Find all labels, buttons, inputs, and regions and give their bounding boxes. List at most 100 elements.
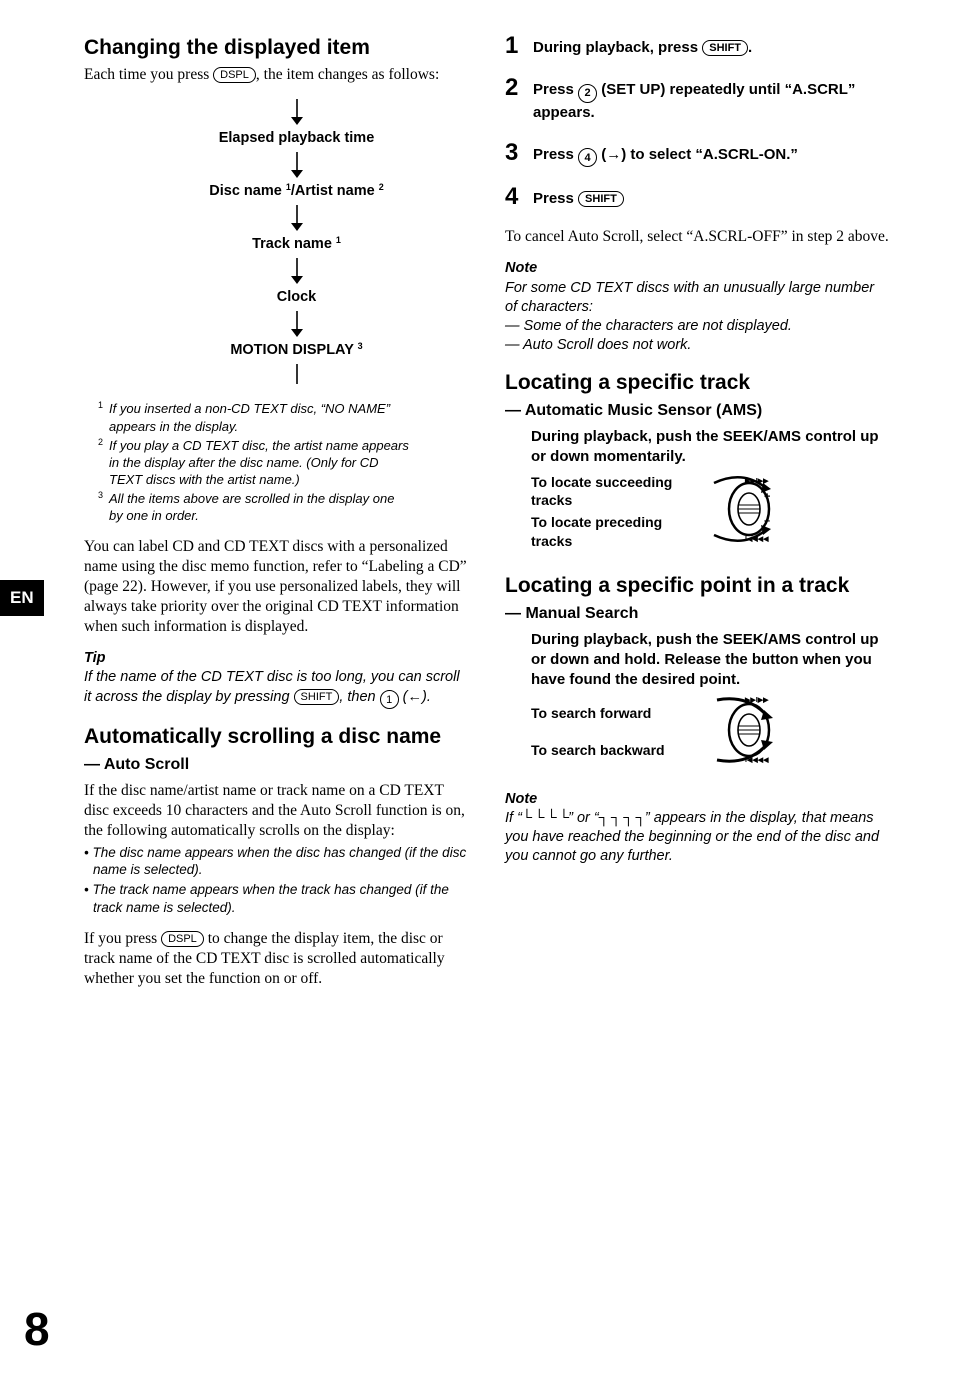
note-body: For some CD TEXT discs with an unusually… [505, 279, 890, 356]
flow-node: MOTION DISPLAY 3 [230, 341, 362, 360]
glyph-r: ┐ ┐ ┐ ┐ [599, 810, 645, 826]
bullet-item: • The disc name appears when the disc ha… [84, 844, 469, 880]
bullet-item: • The track name appears when the track … [84, 881, 469, 917]
cancel-auto-scroll: To cancel Auto Scroll, select “A.SCRL-OF… [505, 227, 890, 247]
auto-scroll-bullets: • The disc name appears when the disc ha… [84, 844, 469, 917]
seek-dial-icon: + – ▶▶I▶▶ I◀◀◀◀ [709, 475, 779, 543]
auto-scroll-p2: If you press DSPL to change the display … [84, 929, 469, 989]
tip-heading: Tip [84, 649, 469, 668]
svg-text:–: – [764, 515, 770, 527]
text: , the item changes as follows: [256, 66, 439, 83]
flow-node: Disc name 1/Artist name 2 [209, 182, 383, 201]
section-title-changing-item: Changing the displayed item [84, 34, 469, 62]
section-title-locating-track: Locating a specific track [505, 369, 890, 397]
text: — Some of the characters are not display… [505, 318, 792, 334]
step-item: 4 Press SHIFT [505, 185, 890, 209]
text: /Artist name [291, 183, 379, 199]
language-tab: EN [0, 580, 44, 616]
arrow-down-icon [290, 258, 304, 284]
text: (→) to select “A.SCRL-ON.” [597, 146, 798, 163]
ams-table: To locate succeeding tracks To locate pr… [531, 473, 890, 555]
key-2-icon: 2 [578, 84, 597, 103]
step-text: Press 2 (SET UP) repeatedly until “A.SCR… [533, 76, 890, 123]
footnote: 2If you play a CD TEXT disc, the artist … [98, 437, 411, 488]
flow-node: Clock [277, 288, 317, 307]
tip-body: If the name of the CD TEXT disc is too l… [84, 668, 469, 709]
ams-row-preceding: To locate preceding tracks [531, 513, 701, 550]
shift-button-label: SHIFT [578, 191, 624, 207]
svg-text:▶▶I▶▶: ▶▶I▶▶ [744, 478, 769, 485]
text: (←). [399, 689, 431, 705]
footnote-text: If you inserted a non-CD TEXT disc, “NO … [109, 400, 411, 434]
step-number: 3 [505, 141, 523, 165]
text: ” or “ [568, 810, 599, 826]
arrow-down-icon [290, 205, 304, 231]
changing-item-intro: Each time you press DSPL, the item chang… [84, 65, 469, 85]
dspl-button-label: DSPL [213, 67, 256, 83]
label-cd-paragraph: You can label CD and CD TEXT discs with … [84, 537, 469, 638]
sup: 3 [358, 341, 363, 351]
ams-instruction: During playback, push the SEEK/AMS contr… [531, 427, 890, 467]
sup: 1 [336, 235, 341, 245]
ams-row-succeeding: To locate succeeding tracks [531, 473, 701, 510]
key-4-icon: 4 [578, 148, 597, 167]
svg-text:+: + [764, 491, 770, 503]
auto-scroll-p1: If the disc name/artist name or track na… [84, 781, 469, 841]
text: Press [533, 81, 578, 98]
step-text: Press SHIFT [533, 185, 624, 209]
text: Disc name [209, 183, 286, 199]
text: If you press [84, 930, 161, 947]
step-text: During playback, press SHIFT. [533, 34, 752, 58]
svg-text:I◀◀◀◀: I◀◀◀◀ [745, 536, 769, 543]
footnote: 1If you inserted a non-CD TEXT disc, “NO… [98, 400, 411, 434]
page: EN 8 Changing the displayed item Each ti… [0, 0, 954, 1382]
text: — Auto Scroll does not work. [505, 337, 691, 353]
arrow-down-icon [290, 152, 304, 178]
search-row-backward: To search backward [531, 741, 701, 759]
step-number: 4 [505, 185, 523, 209]
auto-scroll-steps: 1During playback, press SHIFT. 2Press 2 … [505, 34, 890, 209]
page-number: 8 [24, 1302, 50, 1356]
sup: 2 [379, 182, 384, 192]
manual-search-table: To search forward To search backward +– … [531, 696, 890, 772]
step-text: Press 4 (→) to select “A.SCRL-ON.” [533, 141, 798, 168]
step-number: 2 [505, 76, 523, 100]
display-flow-diagram: Elapsed playback time Disc name 1/Artist… [84, 99, 469, 385]
svg-text:+: + [764, 712, 770, 724]
note-body: If “└ └ └ └” or “┐ ┐ ┐ ┐” appears in the… [505, 809, 890, 866]
text: During playback, press [533, 39, 702, 56]
svg-text:▶▶I▶▶: ▶▶I▶▶ [744, 697, 769, 704]
text: Press [533, 146, 578, 163]
manual-search-instruction: During playback, push the SEEK/AMS contr… [531, 630, 890, 689]
section-subtitle-ams: — Automatic Music Sensor (AMS) [505, 400, 890, 421]
section-subtitle-manual-search: — Manual Search [505, 603, 890, 624]
step-item: 3 Press 4 (→) to select “A.SCRL-ON.” [505, 141, 890, 168]
key-1-icon: 1 [380, 690, 399, 709]
step-number: 1 [505, 34, 523, 58]
section-title-locating-point: Locating a specific point in a track [505, 572, 890, 600]
arrow-down-icon [290, 99, 304, 125]
section-subtitle-auto-scroll: — Auto Scroll [84, 754, 469, 775]
shift-button-label: SHIFT [702, 40, 748, 56]
glyph-l: └ └ └ └ [522, 810, 568, 826]
flow-node: Elapsed playback time [219, 129, 375, 148]
line-down-icon [290, 364, 304, 384]
right-column: 1During playback, press SHIFT. 2Press 2 … [505, 34, 890, 1001]
footnote-text: All the items above are scrolled in the … [109, 490, 411, 524]
left-column: Changing the displayed item Each time yo… [84, 34, 469, 1001]
text: If “ [505, 810, 522, 826]
note-heading: Note [505, 259, 890, 278]
footnote-text: If you play a CD TEXT disc, the artist n… [109, 437, 411, 488]
text: Track name [252, 236, 336, 252]
seek-dial-icon: +– ▶▶I▶▶I◀◀◀◀ [709, 696, 779, 764]
text: For some CD TEXT discs with an unusually… [505, 280, 874, 315]
arrow-down-icon [290, 311, 304, 337]
text: . [748, 39, 752, 56]
step-item: 1 During playback, press SHIFT. [505, 34, 890, 58]
text: Each time you press [84, 66, 213, 83]
note-heading: Note [505, 790, 890, 809]
footnote: 3All the items above are scrolled in the… [98, 490, 411, 524]
step-item: 2Press 2 (SET UP) repeatedly until “A.SC… [505, 76, 890, 123]
search-row-forward: To search forward [531, 704, 701, 722]
section-title-auto-scroll: Automatically scrolling a disc name [84, 723, 469, 751]
